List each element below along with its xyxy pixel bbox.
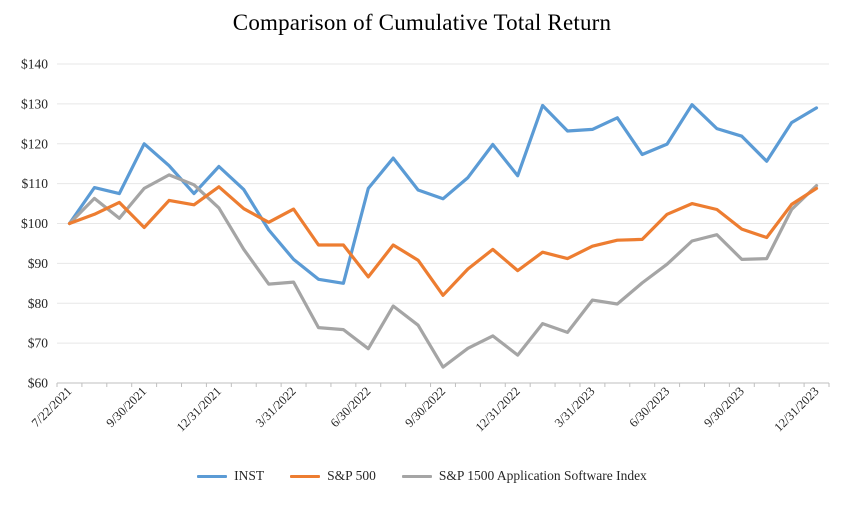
x-axis-label: 6/30/2022 xyxy=(328,384,374,430)
y-axis-label: $140 xyxy=(21,57,48,72)
x-axis-label: 6/30/2023 xyxy=(626,384,672,430)
x-axis-label: 9/30/2023 xyxy=(701,384,747,430)
y-axis-label: $120 xyxy=(21,136,48,151)
x-axis-label: 3/31/2023 xyxy=(552,384,598,430)
x-axis-label: 7/22/2021 xyxy=(29,384,75,430)
x-axis-label: 12/31/2021 xyxy=(174,384,224,434)
legend-line-swatch-icon xyxy=(197,474,228,478)
y-axis-label: $80 xyxy=(28,296,49,311)
series-line-s-p-1500-application-software-index xyxy=(67,173,819,369)
y-axis-label: $60 xyxy=(28,376,49,391)
x-axis-label: 9/30/2021 xyxy=(104,384,150,430)
x-axis-label: 9/30/2022 xyxy=(402,384,448,430)
legend-line-swatch-icon xyxy=(290,474,321,478)
y-axis-label: $100 xyxy=(21,216,48,231)
y-axis-label: $110 xyxy=(22,176,49,191)
series-line-inst xyxy=(67,103,819,285)
legend-item-s-p-500: S&P 500 xyxy=(290,468,376,484)
legend-item-s-p-1500-application-software-index: S&P 1500 Application Software Index xyxy=(401,468,647,484)
chart-legend: INST S&P 500 S&P 1500 Application Software… xyxy=(0,468,844,484)
y-axis-label: $130 xyxy=(21,96,48,111)
x-axis-label: 3/31/2022 xyxy=(253,384,299,430)
y-axis-label: $90 xyxy=(28,256,49,271)
legend-label: S&P 1500 Application Software Index xyxy=(438,468,647,483)
x-axis-label: 12/31/2023 xyxy=(771,384,821,434)
chart-title: Comparison of Cumulative Total Return xyxy=(232,10,612,35)
legend-line-swatch-icon xyxy=(401,474,432,478)
y-axis-label: $70 xyxy=(28,336,49,351)
legend-label: S&P 500 xyxy=(327,468,376,483)
legend-item-inst: INST xyxy=(197,468,264,484)
series-line-s-p-500 xyxy=(67,185,819,297)
x-axis-label: 12/31/2022 xyxy=(473,384,523,434)
legend-label: INST xyxy=(234,468,265,483)
